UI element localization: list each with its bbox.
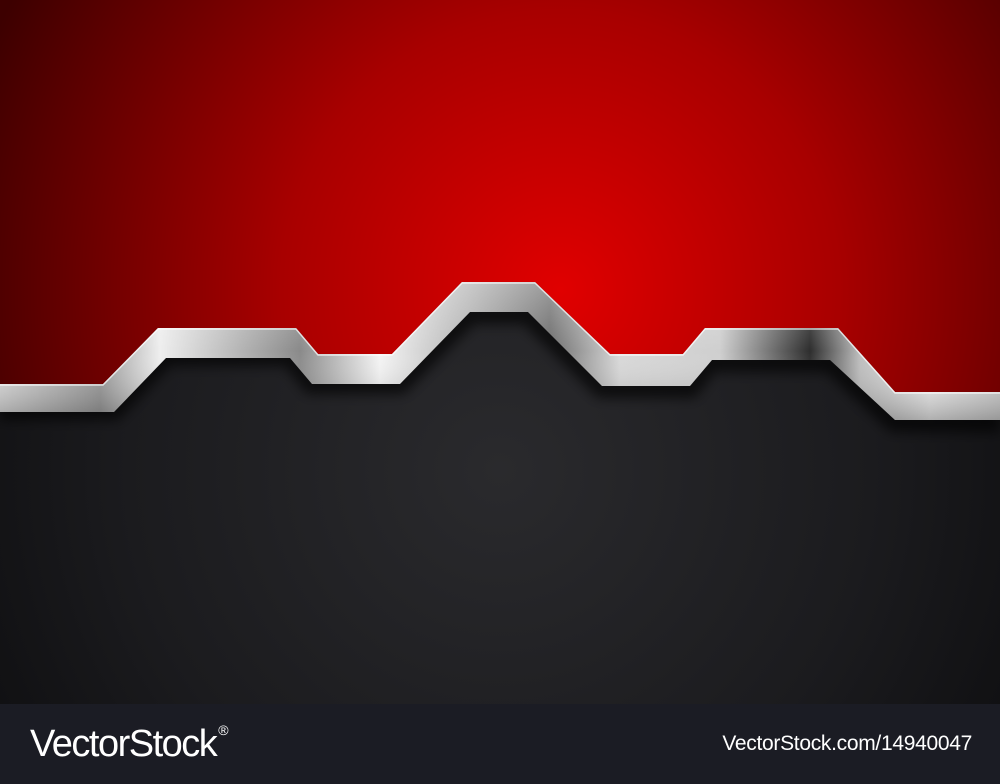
watermark-url: VectorStock.com/14940047: [722, 732, 972, 755]
background-artwork: [0, 0, 1000, 704]
red-background: [0, 0, 1000, 392]
registered-mark: ®: [218, 722, 228, 738]
metal-band-bevel: [0, 282, 1000, 420]
watermark-bar: VectorStock ® VectorStock.com/14940047: [0, 704, 1000, 784]
metal-band-highlight: [0, 282, 1000, 394]
watermark-logo: VectorStock ®: [30, 722, 229, 765]
watermark-brand: VectorStock: [30, 723, 218, 765]
